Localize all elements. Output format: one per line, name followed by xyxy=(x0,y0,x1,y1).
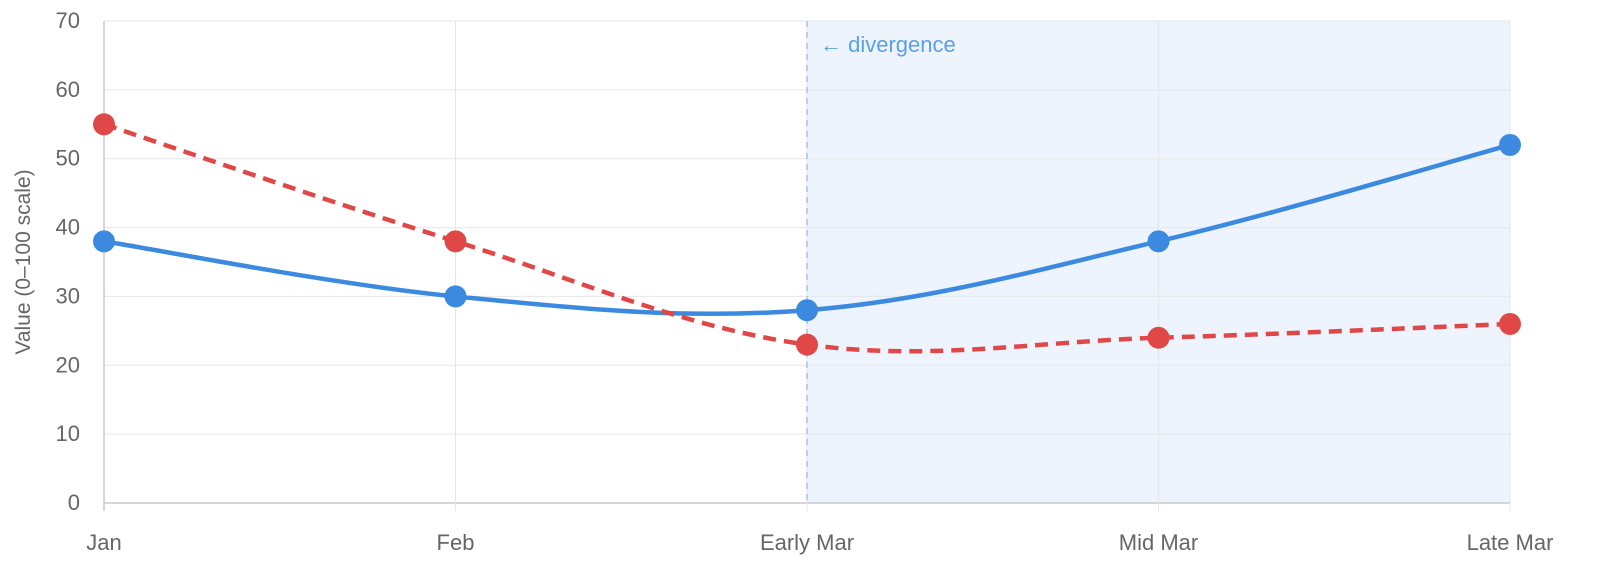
y-tick-label: 0 xyxy=(68,490,80,515)
x-tick-label: Jan xyxy=(86,530,121,555)
y-tick-label: 50 xyxy=(56,146,80,171)
y-tick-label: 40 xyxy=(56,215,80,240)
y-tick-label: 20 xyxy=(56,352,80,377)
axis-layer: 0 10 20 30 40 50 60 70 Jan Feb Early Mar Mid Mar Lat… xyxy=(56,8,1554,555)
series-2-point xyxy=(1147,326,1170,349)
x-tick-label: Mid Mar xyxy=(1119,530,1198,555)
series-layer xyxy=(93,113,1521,356)
series-1-point xyxy=(93,230,115,253)
x-tick-label: Feb xyxy=(437,530,475,555)
y-tick-label: 60 xyxy=(56,77,80,102)
series-2-point xyxy=(796,333,818,356)
y-tick-label: 10 xyxy=(56,421,80,446)
series-1-point xyxy=(796,299,818,322)
divergence-annotation: ← divergence xyxy=(820,32,956,57)
label-layer: Value (0–100 scale) ← divergence xyxy=(12,32,956,355)
x-tick-label: Late Mar xyxy=(1467,530,1554,555)
series-2-point xyxy=(1499,312,1521,335)
y-tick-label: 70 xyxy=(56,8,80,33)
y-tick-label: 30 xyxy=(56,283,80,308)
x-tick-label: Early Mar xyxy=(760,530,854,555)
series-1-point xyxy=(1147,230,1170,253)
y-axis-title: Value (0–100 scale) xyxy=(12,169,35,354)
series-2-point xyxy=(444,230,467,253)
series-1-point xyxy=(1499,133,1521,156)
series-2-point xyxy=(93,113,115,136)
series-1-point xyxy=(444,285,467,308)
